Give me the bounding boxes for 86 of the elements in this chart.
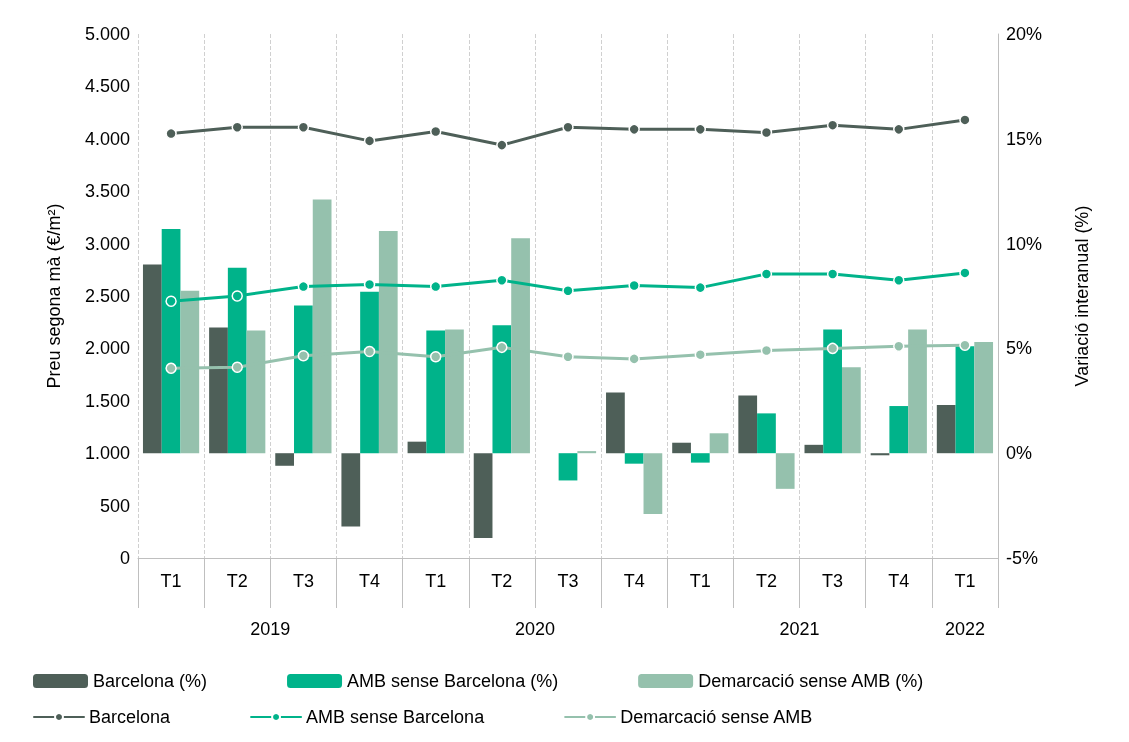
bar [275,453,295,466]
x-tick-label: T2 [755,571,777,591]
x-tick-label: T2 [226,571,248,591]
x-tick-label: T1 [160,571,182,591]
point [363,135,376,147]
point [165,362,177,375]
bar [690,453,710,463]
y2-axis-title: Variació interanual (%) [1072,205,1092,387]
bar [955,346,975,454]
point [363,345,376,358]
bar [624,453,644,464]
point [297,349,310,362]
bar [577,451,597,454]
y-tick-label: 500 [99,495,130,516]
bar [775,453,795,489]
bar [643,453,663,514]
point [496,139,508,151]
point [760,268,773,280]
y-tick-label: 4.500 [84,76,130,97]
point [628,353,640,365]
point [826,268,839,280]
bar [142,264,162,454]
legend-label: AMB sense Barcelona [306,707,486,727]
text: 2020 [514,619,555,639]
y-tick-label: 3.500 [84,181,130,202]
bar [426,330,446,454]
bar [804,444,824,454]
y2-tick-label: 20% [1006,24,1043,44]
y2-tick-label: -5% [1006,548,1039,568]
text: 2022 [944,619,985,639]
point [429,351,442,363]
x-tick-label: T3 [557,571,579,591]
legend-label: AMB sense Barcelona (%) [347,671,559,691]
bar [870,453,890,456]
point [826,342,839,355]
legend-label: Barcelona (%) [93,671,208,691]
text: 2019 [250,619,291,639]
x-tick-label: T1 [689,571,711,591]
x-tick-label: T1 [954,571,976,591]
x-tick-label: T3 [822,571,844,591]
bar [936,404,956,454]
y2-tick-label: 5% [1006,338,1033,359]
y2-tick-label: 10% [1006,233,1043,254]
x-tick-label: T3 [292,571,314,591]
x-tick-label: T2 [491,571,513,591]
bar [606,392,625,454]
x-tick-label: T4 [888,571,910,591]
point [496,341,508,354]
y-tick-label: 2.500 [84,286,130,306]
y-tick-label: 0 [119,548,130,568]
y-tick-label: 5.000 [84,24,130,44]
point [231,290,243,302]
y-tick-label: 2.000 [84,338,130,359]
text: 2021 [779,619,820,639]
y-tick-label: 4.000 [84,128,130,149]
bar [841,367,861,454]
bar [294,305,313,454]
bar [341,453,361,527]
y-axis-title: Preu segona mà (€/m²) [44,203,64,389]
y-tick-label: 1.500 [84,390,130,411]
bar [558,453,578,481]
legend-label: Barcelona [89,707,172,727]
y2-tick-label: 15% [1006,128,1043,149]
point [959,267,971,279]
point [165,295,177,307]
bar [709,433,729,454]
bar [757,413,776,454]
y-tick-label: 1.000 [84,443,130,464]
x-tick-label: T1 [425,571,447,591]
point [231,361,243,374]
legend-label: Demarcació sense AMB [620,707,813,727]
y-tick-label: 3.000 [84,233,130,254]
bar [823,329,842,454]
x-tick-label: T4 [359,571,381,591]
bar [473,453,493,539]
x-tick-label: T4 [623,571,645,591]
y2-tick-label: 0% [1006,443,1033,464]
point [959,114,971,126]
bar [974,342,994,454]
bar [672,442,691,454]
bar [738,395,758,454]
bar [209,327,228,454]
bar [407,441,427,454]
legend-label: Demarcació sense AMB (%) [698,671,924,691]
bar [492,325,512,454]
bar [889,406,909,454]
